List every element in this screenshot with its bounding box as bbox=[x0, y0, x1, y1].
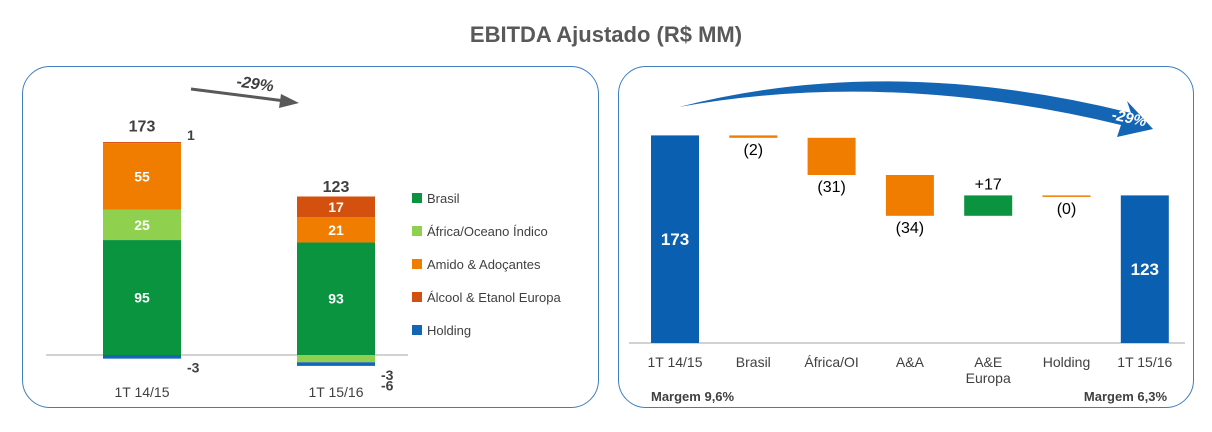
change-label: -29% bbox=[1110, 107, 1148, 131]
waterfall-bar bbox=[651, 135, 699, 343]
bar-segment-2 bbox=[297, 355, 375, 363]
bar-value-label: (31) bbox=[817, 179, 845, 196]
total-label: 123 bbox=[323, 179, 350, 196]
bar-value-label: (2) bbox=[744, 142, 764, 159]
legend-swatch bbox=[412, 292, 422, 302]
category-label: 1T 15/16 bbox=[1117, 354, 1172, 370]
bar-segment-3 bbox=[297, 217, 375, 243]
change-arrow bbox=[679, 81, 1153, 137]
bar-value-label: 173 bbox=[661, 230, 689, 249]
bar-segment-1 bbox=[297, 242, 375, 355]
bar-segment-5 bbox=[297, 362, 375, 366]
total-label: 173 bbox=[129, 119, 156, 136]
bar-value-label: +17 bbox=[975, 176, 1002, 193]
margin-left-label: Margem 9,6% bbox=[651, 389, 735, 404]
segment-label: 25 bbox=[134, 217, 150, 233]
waterfall-bar bbox=[807, 137, 856, 175]
legend-swatch bbox=[412, 226, 422, 236]
waterfall-bar bbox=[729, 135, 778, 138]
bar-segment-3 bbox=[103, 143, 181, 210]
segment-label: -6 bbox=[381, 377, 394, 393]
stacked-bar-chart: 95 25 55 1 -3 173 1T 14/15 93 -6 21 17 -3 123 1T 15/1… bbox=[46, 73, 561, 400]
segment-label: 21 bbox=[328, 222, 344, 238]
waterfall-bar bbox=[1042, 195, 1091, 197]
margin-right-label: Margem 6,3% bbox=[1084, 389, 1168, 404]
segment-label: -3 bbox=[187, 360, 200, 376]
segment-label: 55 bbox=[134, 169, 150, 185]
bar-value-label: (0) bbox=[1057, 201, 1077, 218]
segment-label: 1 bbox=[187, 127, 195, 143]
category-label: Brasil bbox=[736, 354, 771, 370]
page-title: EBITDA Ajustado (R$ MM) bbox=[469, 22, 743, 47]
category-label: 1T 14/15 bbox=[114, 384, 169, 400]
bar-segment-4 bbox=[103, 142, 181, 144]
category-label: A&A bbox=[896, 354, 925, 370]
bar-segment-5 bbox=[103, 355, 181, 359]
legend-label: África/Oceano Índico bbox=[427, 224, 548, 239]
category-label: Holding bbox=[1043, 354, 1090, 370]
bar-segment-1 bbox=[103, 240, 181, 355]
legend-label: Álcool & Etanol Europa bbox=[427, 290, 561, 305]
category-label: África/OI bbox=[804, 354, 858, 370]
legend-swatch bbox=[412, 193, 422, 203]
stacked-bar-panel: 95 25 55 1 -3 173 1T 14/15 93 -6 21 17 -3 123 1T 15/1… bbox=[22, 66, 599, 408]
legend-label: Amido & Adoçantes bbox=[427, 257, 541, 272]
bar-segment-2 bbox=[103, 209, 181, 241]
segment-label: 95 bbox=[134, 290, 150, 306]
category-label: Europa bbox=[966, 370, 1011, 386]
segment-label: 17 bbox=[328, 199, 344, 215]
segment-label: -3 bbox=[381, 367, 394, 383]
bar-value-label: 123 bbox=[1131, 260, 1159, 279]
legend-swatch bbox=[412, 325, 422, 335]
waterfall-bar bbox=[964, 195, 1013, 216]
legend-label: Brasil bbox=[427, 191, 460, 206]
bar-segment-4 bbox=[297, 196, 375, 218]
waterfall-bar bbox=[885, 175, 934, 216]
change-label: -29% bbox=[235, 73, 274, 95]
legend-label: Holding bbox=[427, 323, 471, 338]
segment-label: 93 bbox=[328, 291, 344, 307]
waterfall-bar bbox=[1120, 195, 1169, 343]
change-arrow-head bbox=[279, 94, 299, 108]
waterfall-chart: -29% 173 1T 14/15 (2) Brasil (31) África/OI (34… bbox=[629, 81, 1185, 404]
change-arrow-line bbox=[190, 87, 286, 103]
legend-swatch bbox=[412, 259, 422, 269]
bar-value-label: (34) bbox=[896, 220, 924, 237]
waterfall-panel: -29% 173 1T 14/15 (2) Brasil (31) África/OI (34… bbox=[618, 66, 1194, 408]
category-label: A&E bbox=[974, 354, 1002, 370]
category-label: 1T 14/15 bbox=[647, 354, 702, 370]
category-label: 1T 15/16 bbox=[308, 384, 363, 400]
